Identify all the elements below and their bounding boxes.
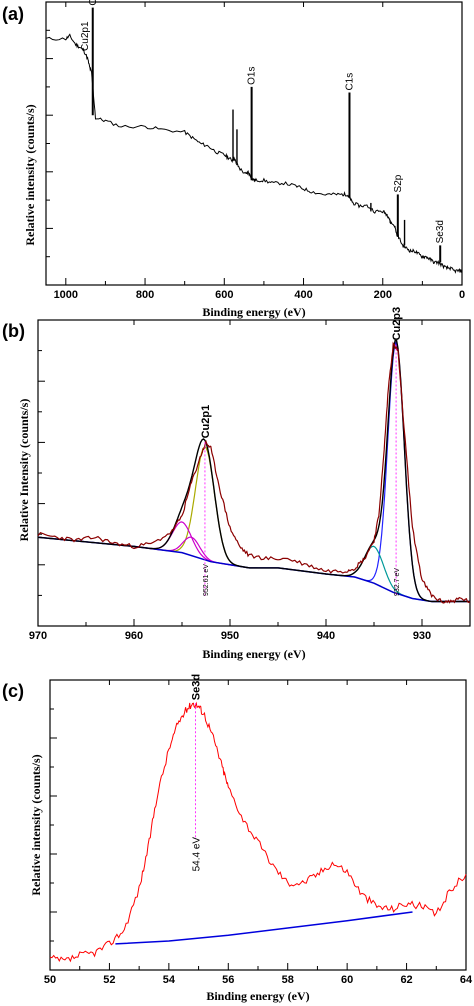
panel-c-label: (c) — [2, 681, 24, 701]
panel-c-se3d-spectrum: (c) 50 52 54 56 58 60 62 64 Se3d 54.4 eV Binding… — [2, 674, 473, 1003]
panel-b-peak-label: Cu2p1 — [200, 405, 212, 439]
panel-a-y-axis-title: Relative intensity (counts/s) — [23, 104, 37, 245]
panel-c-x-tick-label: 50 — [44, 974, 56, 986]
panel-b-x-tick-label: 970 — [29, 630, 47, 642]
panel-a-plot-frame — [45, 1, 463, 286]
panel-a-data — [45, 7, 463, 274]
panel-c-x-tick-label: 62 — [400, 974, 412, 986]
panel-c-data — [49, 701, 467, 963]
panel-c-x-tick-label: 54 — [163, 974, 176, 986]
panel-c-peak-labels: Se3d 54.4 eV — [191, 674, 203, 871]
panel-a-x-tick-label: 400 — [294, 289, 312, 301]
panel-a-x-tick-label: 0 — [459, 289, 465, 301]
panel-c-y-axis-title: Relative intensity (counts/s) — [29, 754, 43, 895]
panel-b-x-tick-label: 940 — [317, 630, 335, 642]
panel-b-label: (b) — [2, 321, 25, 341]
panel-a-peak-label-cu2p1: Cu2p1 — [80, 21, 91, 51]
panel-b-y-axis-title: Relative Intensity (counts/s) — [17, 399, 31, 542]
panel-c-energy-label: 54.4 eV — [192, 837, 203, 872]
panel-b-energy-label: 952.61 eV — [203, 564, 210, 596]
panel-c-x-tick-label: 60 — [341, 974, 353, 986]
panel-c-plot-frame — [49, 679, 467, 971]
panel-c-x-tick-label: 56 — [222, 974, 234, 986]
panel-a-peak-label-cu2p3: Cu2p3 — [88, 0, 99, 6]
panel-a-peak-label-s2p: S2p — [393, 174, 404, 192]
panel-b-x-tick-label: 960 — [125, 630, 143, 642]
panel-c-tick-labels: 50 52 54 56 58 60 62 64 — [44, 974, 473, 986]
panel-a-peak-label-se3d: Se3d — [435, 220, 446, 243]
panel-a-x-tick-label: 600 — [215, 289, 233, 301]
panel-b-x-tick-label: 930 — [413, 630, 431, 642]
panel-b-data — [37, 340, 471, 604]
panel-b-peak-label: Cu2p3 — [391, 307, 403, 341]
panel-b-x-axis-title: Binding energy (eV) — [202, 647, 305, 661]
panel-b-energy-label: 932.7 eV — [394, 568, 401, 596]
panel-b-raw-spectrum — [37, 341, 471, 604]
panel-a-x-tick-label: 800 — [136, 289, 154, 301]
panel-a-survey-spectrum: (a) 1000 800 600 400 200 0 Cu2p1 Cu2p3 O1s C1s S2… — [2, 0, 465, 319]
panel-a-x-tick-label: 200 — [374, 289, 392, 301]
panel-b-peak-labels: Cu2p1 952.61 eV Cu2p3 932.7 eV — [200, 307, 403, 596]
panel-b-envelope-fit — [37, 340, 470, 603]
panel-a-peak-labels: Cu2p1 Cu2p3 O1s C1s S2p Se3d — [80, 0, 446, 243]
panel-a-x-tick-label: 1000 — [54, 289, 78, 301]
panel-b-fit-component — [145, 536, 238, 567]
panel-c-background-line — [115, 911, 413, 945]
panel-a-peak-label-c1s: C1s — [344, 73, 355, 91]
panel-c-x-axis-title: Binding energy (eV) — [206, 989, 309, 1003]
panel-c-ticks — [49, 680, 467, 970]
panel-c-x-tick-label: 52 — [103, 974, 115, 986]
panel-a-tick-labels: 1000 800 600 400 200 0 — [54, 289, 465, 301]
panel-b-tick-labels: 970 960 950 940 930 — [29, 630, 431, 642]
panel-a-x-axis-title: Binding energy (eV) — [202, 305, 305, 319]
panel-b-x-tick-label: 950 — [221, 630, 239, 642]
panel-b-cu2p-spectrum: (b) 970 960 950 940 930 Cu2p1 952.61 eV Cu2p3 9… — [2, 307, 471, 661]
panel-a-label: (a) — [2, 4, 24, 24]
panel-a-peak-label-o1s: O1s — [247, 67, 258, 85]
panel-b-ticks — [37, 320, 423, 626]
panel-c-x-tick-label: 58 — [282, 974, 294, 986]
panel-c-x-tick-label: 64 — [460, 974, 473, 986]
panel-a-ticks — [46, 2, 463, 285]
panel-b-background-line — [37, 536, 470, 603]
panel-c-raw-spectrum — [49, 701, 467, 963]
panel-c-peak-label: Se3d — [191, 674, 203, 700]
panel-a-survey-line — [45, 33, 463, 274]
